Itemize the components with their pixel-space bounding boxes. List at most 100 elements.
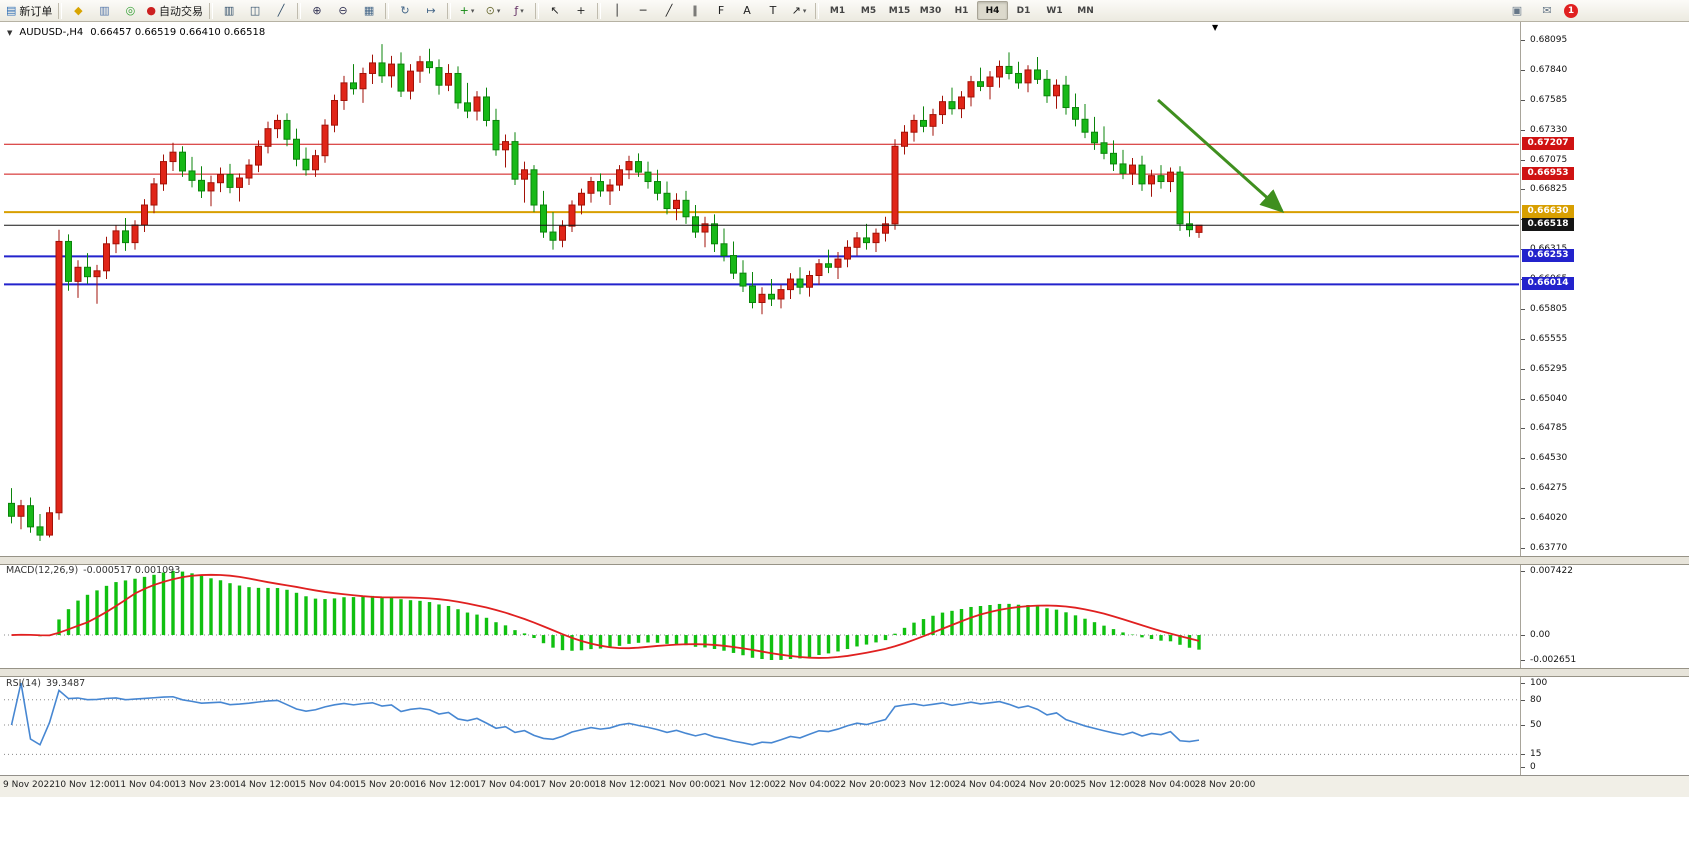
chevron-down-icon: ▾	[496, 6, 501, 15]
market-watch-button[interactable]: ▥	[91, 1, 117, 21]
time-axis-label: 24 Nov 20:00	[1014, 780, 1076, 790]
scale-label: 0.64275	[1530, 483, 1568, 494]
toolbar-separator	[209, 2, 214, 19]
zoom-in-button[interactable]: ⊕	[304, 1, 330, 21]
horizontal-line-button[interactable]: ─	[630, 1, 656, 21]
time-axis-label: 10 Nov 12:00	[54, 780, 116, 790]
text-label-icon: T	[769, 3, 777, 17]
scale-tick	[1521, 338, 1525, 340]
scale-label: 80	[1530, 694, 1542, 705]
scale-label: 0.66315	[1530, 244, 1567, 254]
text-button[interactable]: A	[734, 1, 760, 21]
time-axis-label: 22 Nov 20:00	[834, 780, 896, 790]
toolbar-separator	[447, 2, 452, 19]
chart-title: ▼ AUDUSD-,H4 0.66457 0.66519 0.66410 0.6…	[7, 27, 265, 38]
alerts-button[interactable]: ◆	[65, 1, 91, 21]
scale-tick	[1521, 368, 1525, 370]
timeframe-h1-button[interactable]: H1	[954, 5, 969, 16]
panel-splitter[interactable]	[0, 668, 1689, 677]
indicators-button[interactable]: ƒ ▾	[506, 1, 532, 21]
new-chart-button[interactable]: + ▾	[454, 1, 480, 21]
candlestick-chart-button[interactable]: ◫	[242, 1, 268, 21]
autotrading-button[interactable]: ● 自动交易	[143, 1, 206, 21]
scale-label: 0.66825	[1530, 184, 1568, 195]
panel-splitter[interactable]	[0, 556, 1689, 565]
timeframe-m5-button[interactable]: M5	[860, 5, 877, 16]
indicators-icon: ƒ	[514, 3, 519, 17]
notification-badge[interactable]: 1	[1564, 3, 1578, 18]
scale-tick	[1521, 660, 1525, 661]
community-button[interactable]: ◎	[117, 1, 143, 21]
timeframe-mn-button[interactable]: MN	[1077, 5, 1094, 16]
scale-label: 0.67585	[1530, 94, 1568, 105]
vertical-line-button[interactable]: │	[604, 1, 630, 21]
macd-signal-line	[11, 573, 1200, 659]
chevron-down-icon[interactable]: ▼	[7, 28, 13, 37]
bar-chart-button[interactable]: ▥	[216, 1, 242, 21]
trendline-icon: ╱	[665, 3, 673, 17]
chart-shift-icon: ↦	[426, 3, 436, 17]
equidistant-channel-icon: ∥	[692, 3, 698, 17]
macd-indicator-label: MACD(12,26,9) -0.000517 0.001093	[6, 565, 180, 576]
cursor-button[interactable]: ↖	[542, 1, 568, 21]
timeframe-w1-button[interactable]: W1	[1046, 5, 1063, 16]
scale-label: 0	[1530, 762, 1536, 772]
arrows-button[interactable]: ↗ ▾	[786, 1, 812, 21]
main-chart[interactable]	[0, 22, 1520, 556]
price-tag-0.66518: 0.66518	[1522, 218, 1574, 232]
chevron-down-icon: ▾	[520, 6, 524, 15]
scale-tick	[1521, 428, 1525, 430]
timeframe-m1-button[interactable]: M1	[829, 5, 846, 16]
fibonacci-button[interactable]: F	[708, 1, 734, 21]
toolbar-separator	[815, 2, 820, 19]
equidistant-channel-button[interactable]: ∥	[682, 1, 708, 21]
chart-shift-button[interactable]: ↦	[418, 1, 444, 21]
time-axis-label: 17 Nov 04:00	[474, 780, 536, 790]
time-axis-label: 16 Nov 12:00	[414, 780, 476, 790]
market-watch-icon: ▥	[99, 3, 110, 17]
cursor-icon: ↖	[550, 3, 560, 17]
chevron-down-icon: ▾	[802, 6, 807, 15]
time-axis-label: 15 Nov 20:00	[354, 780, 416, 790]
scale-label: 15	[1530, 749, 1542, 760]
auto-scroll-button[interactable]: ↻	[392, 1, 418, 21]
zoom-out-button[interactable]: ⊖	[330, 1, 356, 21]
toolbar-right: ▣ ✉ 1	[1504, 1, 1578, 20]
timeframe-d1-button[interactable]: D1	[1016, 5, 1031, 16]
scale-tick	[1521, 767, 1525, 768]
profiles-button[interactable]: ⊙ ▾	[480, 1, 506, 21]
text-label-button[interactable]: T	[760, 1, 786, 21]
scale-tick	[1521, 548, 1525, 549]
macd-name: MACD(12,26,9)	[6, 565, 79, 576]
chart-shift-marker-icon[interactable]: ▼	[1212, 23, 1219, 32]
time-axis: 9 Nov 2022 10 Nov 12:00 11 Nov 04:00 13 Nov…	[0, 775, 1689, 797]
scale-label: 0.63770	[1530, 543, 1568, 553]
trendline-button[interactable]: ╱	[656, 1, 682, 21]
rsi-panel[interactable]	[0, 675, 1520, 775]
charts-layout-icon: ▣	[1511, 3, 1523, 17]
chart-symbol-period: AUDUSD-,H4	[19, 27, 84, 38]
tile-windows-icon: ▦	[363, 3, 375, 17]
timeframe-m30-button[interactable]: M30	[919, 5, 942, 16]
price-tag-0.66953: 0.66953	[1522, 167, 1574, 181]
vertical-line-icon: │	[613, 3, 621, 17]
charts-layout-button[interactable]: ▣	[1504, 1, 1530, 21]
macd-panel[interactable]	[0, 563, 1520, 668]
timeframe-m15-button[interactable]: M15	[888, 5, 911, 16]
rsi-indicator-label: RSI(14) 39.3487	[6, 678, 85, 689]
crosshair-button[interactable]: +	[568, 1, 594, 21]
scale-tick	[1521, 571, 1525, 572]
line-chart-button[interactable]: ╱	[268, 1, 294, 21]
messages-button[interactable]: ✉	[1534, 1, 1560, 21]
time-axis-label: 25 Nov 12:00	[1074, 780, 1136, 790]
rsi-name: RSI(14)	[6, 678, 41, 689]
tile-windows-button[interactable]: ▦	[356, 1, 382, 21]
price-tag-0.66630: 0.66630	[1522, 205, 1574, 219]
zoom-out-icon: ⊖	[338, 3, 348, 17]
candles	[8, 44, 1203, 541]
new-order-button[interactable]: ▤ 新订单	[3, 1, 55, 21]
timeframe-h4-button[interactable]: H4	[977, 1, 1009, 20]
rsi-line	[10, 682, 1200, 746]
scale-tick	[1521, 189, 1525, 191]
scale-label: 0.67330	[1530, 124, 1568, 135]
